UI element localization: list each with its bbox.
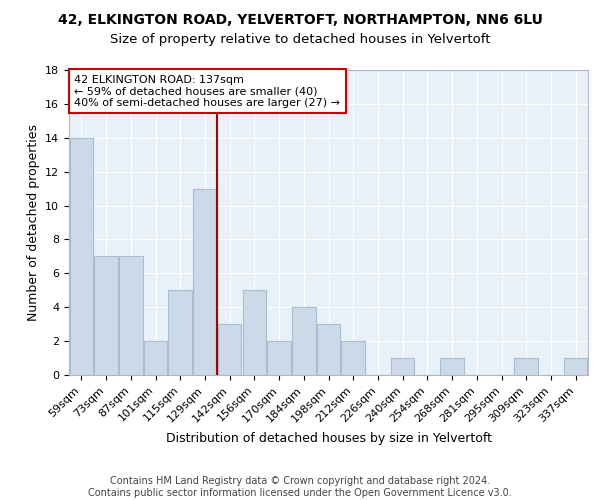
Bar [193,188,217,375]
Bar [564,358,587,375]
Bar [268,341,291,375]
Y-axis label: Number of detached properties: Number of detached properties [26,124,40,321]
Bar [144,341,167,375]
Bar [218,324,241,375]
Bar [391,358,415,375]
Bar [119,256,143,375]
Text: 42, ELKINGTON ROAD, YELVERTOFT, NORTHAMPTON, NN6 6LU: 42, ELKINGTON ROAD, YELVERTOFT, NORTHAMP… [58,12,542,26]
Text: Size of property relative to detached houses in Yelvertoft: Size of property relative to detached ho… [110,32,490,46]
Bar [94,256,118,375]
Bar [341,341,365,375]
Bar [317,324,340,375]
Text: Contains HM Land Registry data © Crown copyright and database right 2024.
Contai: Contains HM Land Registry data © Crown c… [88,476,512,498]
Bar [169,290,192,375]
Bar [514,358,538,375]
Bar [242,290,266,375]
Bar [292,307,316,375]
Bar [440,358,464,375]
Bar [70,138,93,375]
X-axis label: Distribution of detached houses by size in Yelvertoft: Distribution of detached houses by size … [166,432,491,445]
Text: 42 ELKINGTON ROAD: 137sqm
← 59% of detached houses are smaller (40)
40% of semi-: 42 ELKINGTON ROAD: 137sqm ← 59% of detac… [74,74,340,108]
